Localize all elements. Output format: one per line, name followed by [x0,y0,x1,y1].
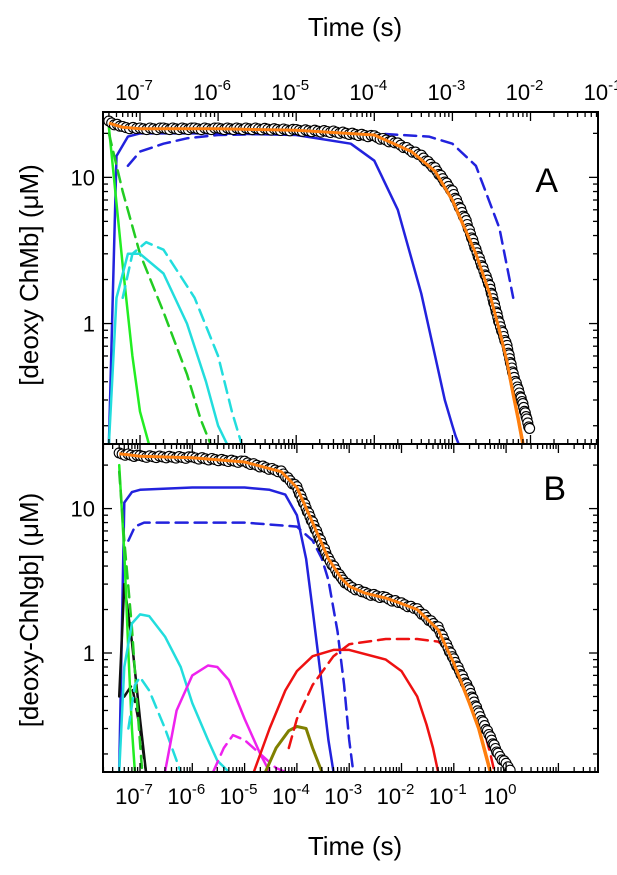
y-tick-label: 1 [83,312,95,337]
panel-a: 10-7 10-6 10-5 10-4 10-3 10-2 10-1 10 1 A [deoxy C… [14,77,617,445]
series-line-6 [117,463,137,772]
panel-b-y-axis-title: [deoxy-ChNgb] (μM) [14,493,44,728]
x-tick-label: 10-2 [377,781,415,809]
series-line-3 [126,132,515,300]
series-line-8 [117,613,231,772]
y-tick-label: 10 [71,165,95,190]
plot-area-a [103,115,536,444]
series-line-2 [107,132,460,444]
x-tick-label: 10-7 [115,781,153,809]
x-tick-label: 10-4 [349,77,387,105]
panel-a-y-axis-title: [deoxy ChMb] (μM) [14,164,44,386]
series-line-7 [121,240,243,444]
panel-b-letter: B [543,470,566,508]
x-tick-label: 10-3 [324,781,362,809]
panel-b: 10-7 10-6 10-5 10-4 10-3 10-2 10-1 100 10 1 B [deox… [14,443,599,809]
y-tick-label: 10 [71,497,95,522]
series-line-13 [252,648,440,772]
x-tick-label: 10-5 [220,781,258,809]
panel-a-letter: A [535,162,558,200]
plot-frame [102,443,599,773]
series-line-3 [127,521,355,772]
x-tick-label: 10-1 [584,77,617,105]
data-markers [103,115,536,434]
series-line-10 [163,664,271,772]
x-tick-label: 10-1 [429,781,467,809]
series-line-4 [107,126,151,444]
x-tick-label: 10-4 [272,781,310,809]
y-tick-label: 1 [83,641,95,666]
series-line-12 [263,725,324,772]
x-tick-label: 10-6 [193,77,231,105]
series-line-5 [123,683,148,772]
x-tick-label: 10-5 [271,77,309,105]
series-line-5 [107,132,212,444]
x-tick-label: 10-7 [115,77,153,105]
data-point [504,764,516,772]
x-tick-label: 10-2 [506,77,544,105]
x-tick-label: 100 [484,781,517,809]
series-line-9 [127,675,182,772]
series-line-6 [107,252,229,444]
top-axis-title: Time (s) [308,12,402,42]
plot-area-b [113,447,516,772]
x-tick-label: 10-6 [167,781,205,809]
fit-line [119,452,492,772]
data-point [524,422,536,434]
series-line-1 [107,121,525,444]
x-tick-label: 10-3 [427,77,465,105]
bottom-axis-title: Time (s) [308,831,402,861]
fit-line [108,121,525,444]
